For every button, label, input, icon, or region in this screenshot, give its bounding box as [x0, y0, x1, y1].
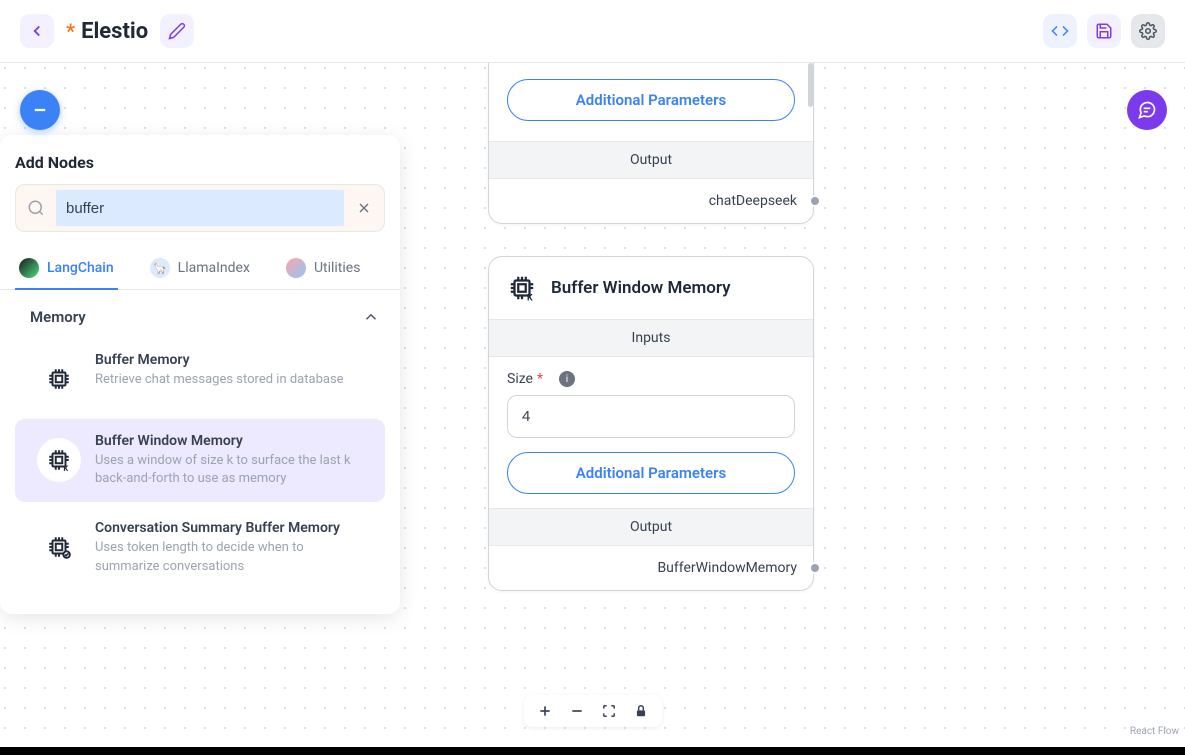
- react-flow-attribution: React Flow: [1130, 726, 1179, 737]
- node-title: Buffer Window Memory: [551, 278, 731, 298]
- node-name: Buffer Memory: [95, 352, 363, 368]
- node-header: K Buffer Window Memory: [489, 257, 813, 319]
- langchain-icon: [19, 258, 39, 278]
- inputs-section-header: Inputs: [489, 319, 813, 357]
- lock-button[interactable]: [632, 702, 650, 720]
- search-input[interactable]: [56, 190, 344, 226]
- pencil-icon: [168, 22, 186, 40]
- code-icon: [1051, 22, 1069, 40]
- page-title: Elestio: [81, 19, 148, 44]
- fit-view-button[interactable]: [600, 702, 618, 720]
- output-handle[interactable]: [809, 195, 821, 207]
- memory-icon: [37, 357, 81, 401]
- minus-icon: [569, 703, 585, 719]
- plus-icon: [537, 703, 553, 719]
- code-button[interactable]: [1043, 14, 1077, 48]
- output-label: BufferWindowMemory: [657, 560, 797, 576]
- node-item-buffer-window-memory[interactable]: K Buffer Window Memory Uses a window of …: [15, 419, 385, 502]
- output-section-header: Output: [489, 508, 813, 546]
- memory-k-icon: K: [507, 273, 537, 303]
- canvas-node-buffer-window-memory[interactable]: K Buffer Window Memory Inputs Size * i A…: [488, 256, 814, 591]
- add-nodes-panel: Add Nodes LangChain 🦙 LlamaIndex Utiliti…: [0, 135, 400, 614]
- svg-text:K: K: [63, 464, 68, 473]
- output-label: chatDeepseek: [709, 193, 797, 209]
- node-desc: Retrieve chat messages stored in databas…: [95, 371, 363, 389]
- search-wrapper: [15, 184, 385, 232]
- settings-button[interactable]: [1131, 14, 1165, 48]
- output-section-header: Output: [489, 141, 813, 179]
- category-label: Memory: [30, 308, 86, 326]
- size-field-label: Size * i: [507, 371, 795, 387]
- node-item-conversation-summary[interactable]: Conversation Summary Buffer Memory Uses …: [15, 506, 385, 589]
- node-desc: Uses a window of size k to surface the l…: [95, 452, 363, 488]
- tab-utilities[interactable]: Utilities: [282, 248, 365, 290]
- search-icon-wrap: [16, 199, 56, 217]
- save-button[interactable]: [1087, 14, 1121, 48]
- category-memory[interactable]: Memory: [0, 290, 400, 334]
- node-desc: Uses token length to decide when to summ…: [95, 539, 363, 575]
- node-info: Conversation Summary Buffer Memory Uses …: [95, 520, 363, 575]
- bottom-border: [0, 747, 1185, 755]
- zoom-out-button[interactable]: [568, 702, 586, 720]
- chat-icon: [1137, 100, 1157, 120]
- title-section: * Elestio: [66, 19, 148, 44]
- panel-title: Add Nodes: [0, 135, 400, 184]
- memory-k-icon: K: [37, 438, 81, 482]
- provider-tabs: LangChain 🦙 LlamaIndex Utilities: [0, 248, 400, 290]
- canvas-node-chatdeepseek[interactable]: Additional Parameters Output chatDeepsee…: [488, 63, 814, 224]
- unsaved-indicator: *: [66, 19, 75, 43]
- search-icon: [27, 199, 45, 217]
- node-item-buffer-memory[interactable]: Buffer Memory Retrieve chat messages sto…: [15, 338, 385, 415]
- output-row: BufferWindowMemory: [489, 546, 813, 590]
- size-label-text: Size: [507, 371, 533, 387]
- memory-summary-icon: [37, 525, 81, 569]
- header-right: [1043, 14, 1165, 48]
- fullscreen-icon: [602, 704, 616, 718]
- tab-langchain[interactable]: LangChain: [15, 248, 118, 290]
- additional-params-button[interactable]: Additional Parameters: [507, 79, 795, 121]
- svg-text:K: K: [527, 294, 533, 304]
- output-row: chatDeepseek: [489, 179, 813, 223]
- node-info: Buffer Window Memory Uses a window of si…: [95, 433, 363, 488]
- tab-label: LangChain: [47, 260, 114, 276]
- llamaindex-icon: 🦙: [150, 258, 170, 278]
- output-handle[interactable]: [809, 562, 821, 574]
- top-header: * Elestio: [0, 0, 1185, 63]
- canvas-controls: [524, 695, 662, 727]
- minus-icon: [31, 101, 49, 119]
- additional-params-button[interactable]: Additional Parameters: [507, 452, 795, 494]
- edit-title-button[interactable]: [160, 14, 194, 48]
- node-body: Additional Parameters: [489, 63, 813, 141]
- utilities-icon: [286, 258, 306, 278]
- required-asterisk: *: [537, 371, 543, 387]
- add-node-fab[interactable]: [20, 90, 60, 130]
- tab-llamaindex[interactable]: 🦙 LlamaIndex: [146, 248, 254, 290]
- chat-fab[interactable]: [1127, 90, 1167, 130]
- lock-icon: [634, 704, 648, 718]
- tab-label: LlamaIndex: [178, 260, 250, 276]
- close-icon: [356, 200, 372, 216]
- zoom-in-button[interactable]: [536, 702, 554, 720]
- tab-label: Utilities: [314, 260, 361, 276]
- back-button[interactable]: [20, 14, 54, 48]
- save-icon: [1095, 22, 1113, 40]
- node-name: Conversation Summary Buffer Memory: [95, 520, 363, 536]
- gear-icon: [1139, 22, 1157, 40]
- node-body: Size * i Additional Parameters: [489, 357, 813, 508]
- chevron-left-icon: [28, 22, 46, 40]
- info-icon[interactable]: i: [559, 371, 575, 387]
- clear-search-button[interactable]: [344, 200, 384, 216]
- node-name: Buffer Window Memory: [95, 433, 363, 449]
- node-info: Buffer Memory Retrieve chat messages sto…: [95, 352, 363, 401]
- chevron-up-icon: [362, 308, 380, 326]
- scroll-indicator: [808, 63, 813, 107]
- size-input[interactable]: [507, 395, 795, 438]
- header-left: * Elestio: [20, 14, 194, 48]
